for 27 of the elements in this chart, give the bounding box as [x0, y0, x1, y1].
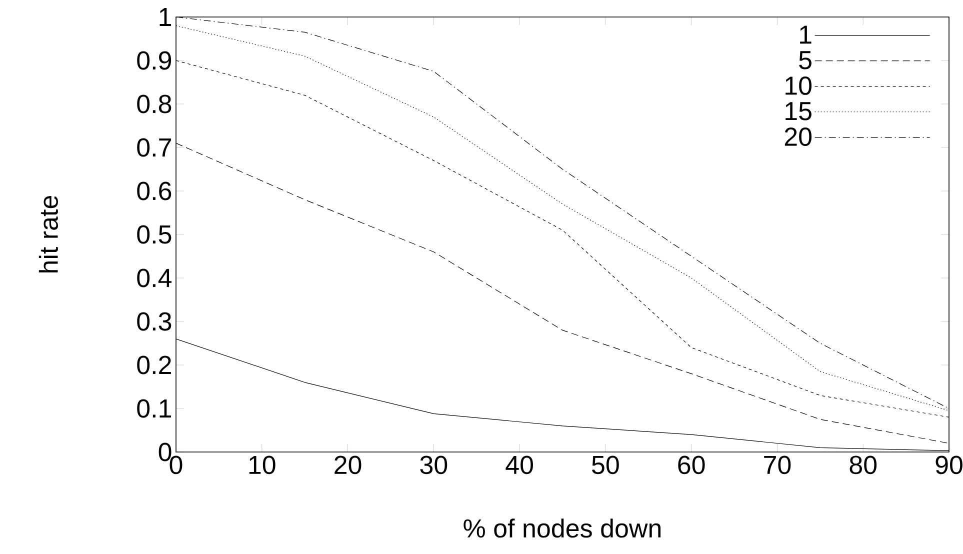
y-tick-label: 0.5 [137, 225, 172, 244]
y-tick-label: 1 [160, 8, 171, 26]
y-tick-label: 0.1 [137, 399, 171, 418]
x-tick-label: 90 [936, 456, 962, 474]
x-tick-label: 70 [764, 456, 791, 474]
x-tick-label: 50 [592, 456, 619, 474]
x-tick-label: 30 [420, 456, 448, 474]
legend-label: 10 [786, 76, 812, 95]
y-tick-label: 0.7 [137, 138, 171, 157]
legend-label: 5 [799, 51, 812, 70]
y-tick-label: 0 [158, 442, 172, 462]
legend-label: 15 [786, 102, 812, 120]
y-tick-label: 0.8 [137, 94, 172, 114]
y-tick-label: 0.3 [137, 312, 172, 331]
legend-label: 20 [784, 128, 812, 146]
y-tick-label: 0.2 [137, 356, 171, 374]
x-tick-label: 40 [506, 456, 533, 474]
y-tick-label: 0.4 [137, 268, 172, 288]
x-tick-label: 60 [678, 456, 705, 474]
x-tick-label: 20 [334, 456, 362, 474]
legend-label: 1 [800, 26, 812, 44]
x-tick-label: 80 [850, 456, 877, 474]
y-tick-label: 0.9 [137, 51, 172, 70]
y-axis-title: hit rate [38, 196, 58, 272]
y-tick-label: 0.6 [137, 182, 172, 200]
x-axis-title: % of nodes down [464, 518, 660, 538]
x-tick-label: 10 [249, 456, 276, 474]
